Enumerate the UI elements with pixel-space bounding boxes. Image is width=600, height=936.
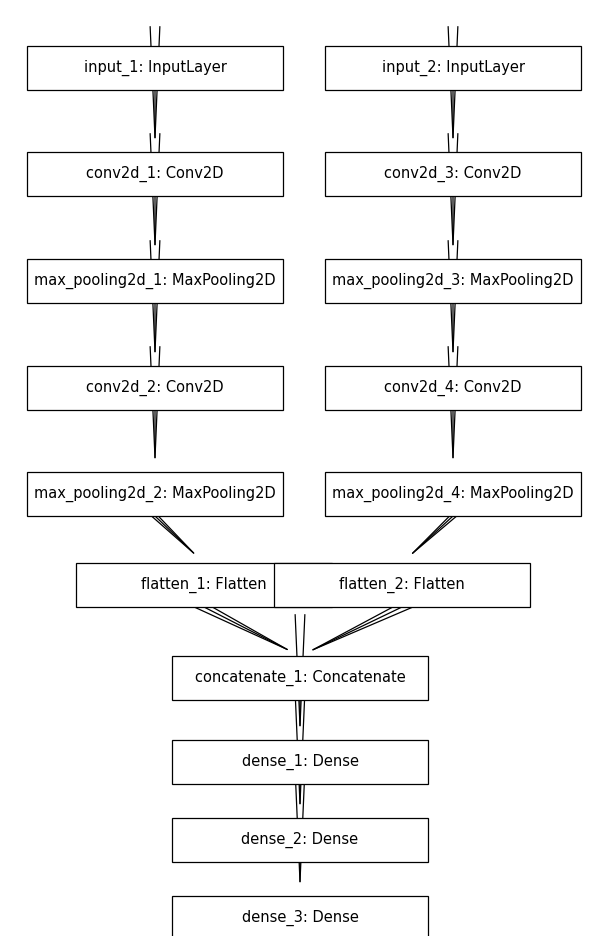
Text: input_2: InputLayer: input_2: InputLayer bbox=[382, 60, 524, 76]
FancyBboxPatch shape bbox=[325, 259, 581, 303]
FancyBboxPatch shape bbox=[325, 152, 581, 196]
Text: max_pooling2d_2: MaxPooling2D: max_pooling2d_2: MaxPooling2D bbox=[34, 486, 276, 502]
Text: max_pooling2d_4: MaxPooling2D: max_pooling2d_4: MaxPooling2D bbox=[332, 486, 574, 502]
FancyBboxPatch shape bbox=[27, 259, 283, 303]
FancyBboxPatch shape bbox=[27, 46, 283, 90]
FancyBboxPatch shape bbox=[76, 563, 332, 607]
Text: dense_3: Dense: dense_3: Dense bbox=[242, 910, 358, 926]
Text: flatten_1: Flatten: flatten_1: Flatten bbox=[141, 577, 267, 593]
FancyBboxPatch shape bbox=[27, 366, 283, 410]
Text: conv2d_1: Conv2D: conv2d_1: Conv2D bbox=[86, 166, 224, 183]
Text: max_pooling2d_1: MaxPooling2D: max_pooling2d_1: MaxPooling2D bbox=[34, 273, 276, 289]
Text: dense_1: Dense: dense_1: Dense bbox=[241, 753, 359, 770]
FancyBboxPatch shape bbox=[172, 896, 428, 936]
Text: flatten_2: Flatten: flatten_2: Flatten bbox=[339, 577, 465, 593]
FancyBboxPatch shape bbox=[325, 46, 581, 90]
FancyBboxPatch shape bbox=[274, 563, 530, 607]
Text: dense_2: Dense: dense_2: Dense bbox=[241, 832, 359, 848]
Text: conv2d_4: Conv2D: conv2d_4: Conv2D bbox=[384, 380, 522, 396]
FancyBboxPatch shape bbox=[27, 472, 283, 516]
FancyBboxPatch shape bbox=[172, 656, 428, 700]
Text: input_1: InputLayer: input_1: InputLayer bbox=[83, 60, 226, 76]
FancyBboxPatch shape bbox=[172, 740, 428, 784]
Text: conv2d_2: Conv2D: conv2d_2: Conv2D bbox=[86, 380, 224, 396]
FancyBboxPatch shape bbox=[172, 818, 428, 862]
Text: max_pooling2d_3: MaxPooling2D: max_pooling2d_3: MaxPooling2D bbox=[332, 273, 574, 289]
Text: concatenate_1: Concatenate: concatenate_1: Concatenate bbox=[194, 670, 406, 686]
FancyBboxPatch shape bbox=[325, 472, 581, 516]
FancyBboxPatch shape bbox=[27, 152, 283, 196]
FancyBboxPatch shape bbox=[325, 366, 581, 410]
Text: conv2d_3: Conv2D: conv2d_3: Conv2D bbox=[385, 166, 521, 183]
